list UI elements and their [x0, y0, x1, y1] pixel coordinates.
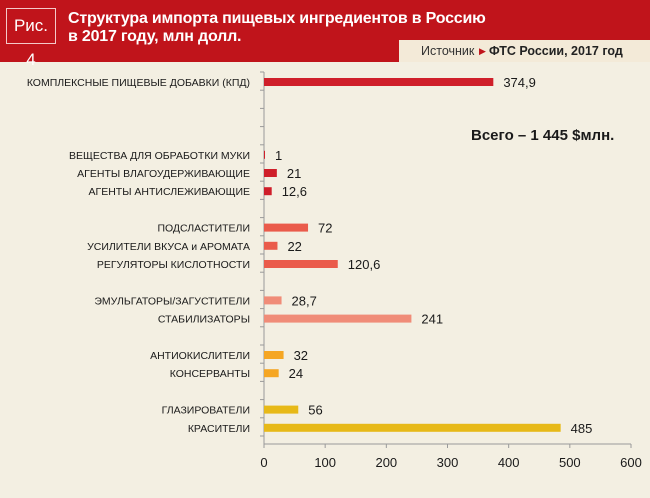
- data-label: 22: [287, 239, 301, 254]
- x-tick-label: 300: [437, 455, 459, 470]
- bar: [264, 369, 279, 378]
- bar: [264, 78, 494, 86]
- category-label: АНТИОКИСЛИТЕЛИ: [150, 350, 250, 362]
- category-label: РЕГУЛЯТОРЫ КИСЛОТНОСТИ: [97, 259, 250, 271]
- data-label: 24: [289, 366, 303, 381]
- figure-header: Рис. 4 Структура импорта пищевых ингреди…: [0, 0, 650, 69]
- bar: [264, 169, 277, 177]
- x-tick-label: 0: [260, 455, 267, 470]
- category-label: АГЕНТЫ АНТИСЛЕЖИВАЮЩИЕ: [89, 186, 250, 198]
- x-tick-label: 600: [620, 455, 642, 470]
- category-label: СТАБИЛИЗАТОРЫ: [158, 314, 250, 326]
- bar: [264, 187, 272, 196]
- category-label: ВЕЩЕСТВА ДЛЯ ОБРАБОТКИ МУКИ: [69, 150, 250, 162]
- data-label: 120,6: [348, 257, 381, 272]
- bar: [264, 405, 299, 414]
- data-label: 56: [308, 403, 322, 418]
- data-label: 28,7: [292, 293, 317, 308]
- category-label: ПОДСЛАСТИТЕЛИ: [157, 223, 250, 235]
- data-label: 374,9: [503, 75, 536, 90]
- category-label: ГЛАЗИРОВАТЕЛИ: [162, 405, 250, 417]
- x-tick-label: 100: [314, 455, 336, 470]
- data-label: 1: [275, 148, 282, 163]
- data-label: 21: [287, 166, 301, 181]
- data-label: 72: [318, 221, 332, 236]
- category-label: КОМПЛЕКСНЫЕ ПИЩЕВЫЕ ДОБАВКИ (КПД): [27, 77, 250, 89]
- source-label: Источник: [421, 44, 475, 58]
- data-label: 32: [294, 348, 308, 363]
- total-note: Всего – 1 445 $млн.: [471, 127, 614, 144]
- x-tick-label: 200: [375, 455, 397, 470]
- category-label: АГЕНТЫ ВЛАГОУДЕРЖИВАЮЩИЕ: [77, 168, 250, 180]
- triangle-right-icon: ▶: [479, 46, 486, 56]
- x-tick-label: 400: [498, 455, 520, 470]
- bar: [264, 241, 278, 250]
- chart-axes: [260, 71, 632, 448]
- chart-title: Структура импорта пищевых ингредиентов в…: [68, 10, 488, 46]
- category-label: ЭМУЛЬГАТОРЫ/ЗАГУСТИТЕЛИ: [94, 295, 250, 307]
- data-label: 241: [421, 312, 443, 327]
- chart-labels: 0 100 200 300 400 500 600 КОМПЛЕКСНЫЕ ПИЩЕВЫЕ Д…: [27, 75, 642, 470]
- bar: [264, 150, 265, 159]
- source-value: ФТС России, 2017 год: [489, 44, 623, 58]
- category-label: КРАСИТЕЛИ: [188, 423, 250, 435]
- x-tick-label: 500: [559, 455, 581, 470]
- category-label: УСИЛИТЕЛИ ВКУСА и АРОМАТА: [87, 241, 250, 253]
- bar: [264, 260, 338, 268]
- bar: [264, 223, 309, 232]
- bar: [264, 296, 282, 305]
- category-label: КОНСЕРВАНТЫ: [170, 368, 250, 380]
- chart-title-line-2: в 2017 году, млн долл.: [68, 28, 242, 45]
- chart-title-line-1: Структура импорта пищевых ингредиентов в…: [68, 10, 486, 27]
- bar: [264, 423, 561, 432]
- chart-bars: [264, 78, 561, 432]
- bar: [264, 314, 412, 323]
- bar: [264, 351, 284, 359]
- data-label: 485: [571, 421, 593, 436]
- source-bar: Источник ▶ ФТС России, 2017 год: [399, 40, 650, 62]
- figure-number-badge: Рис. 4: [6, 8, 56, 69]
- data-label: 12,6: [282, 184, 307, 199]
